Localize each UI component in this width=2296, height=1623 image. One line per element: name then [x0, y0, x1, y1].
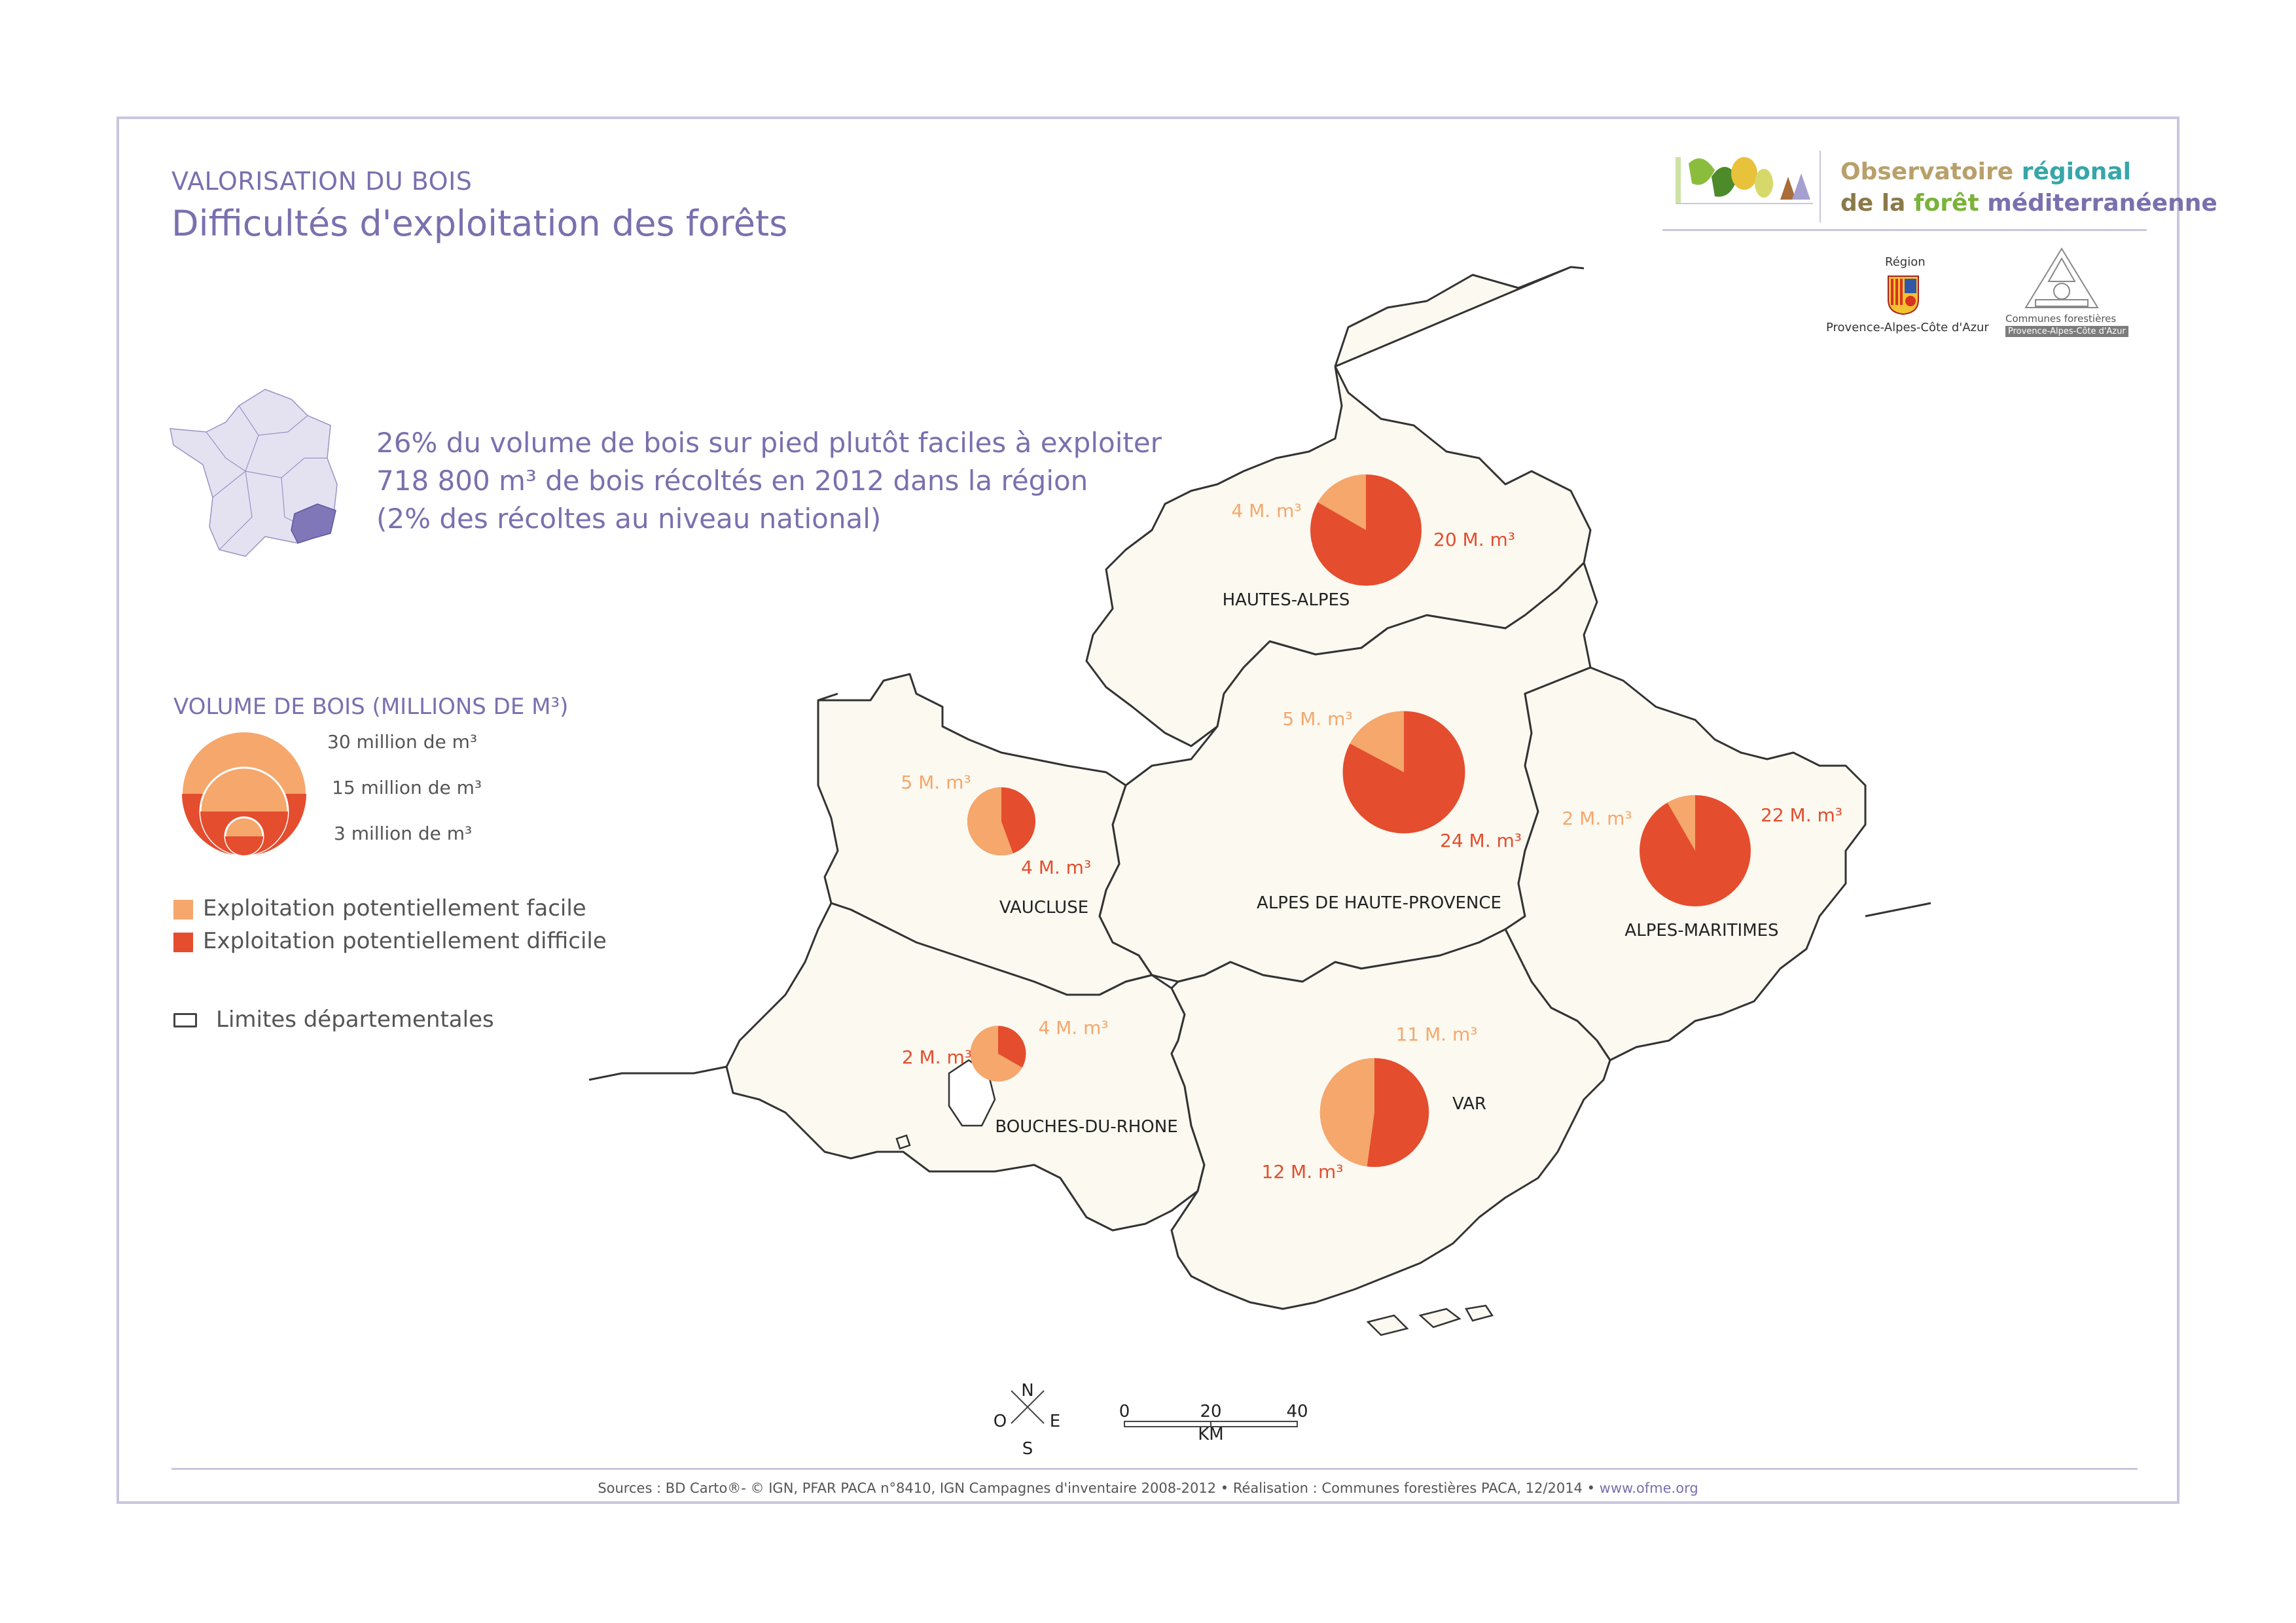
communes-forestieres-region: Provence-Alpes-Côte d'Azur: [2005, 326, 2128, 337]
france-locator-map: [170, 389, 338, 557]
dept-label-3: VAUCLUSE: [999, 898, 1088, 918]
footer-divider: [171, 1468, 2138, 1470]
scale-bar: [1124, 1421, 1298, 1427]
legend-hard-label: Exploitation potentiellement difficile: [203, 928, 607, 954]
pie-easy-3: [967, 787, 1013, 856]
legend-hard-swatch: [173, 933, 193, 952]
region-name: Provence-Alpes-Côte d'Azur: [1826, 321, 1989, 334]
sources-text: Sources : BD Carto®- © IGN, PFAR PACA n°…: [598, 1480, 1600, 1496]
pie-easy-label-3: 5 M. m³: [901, 772, 971, 793]
intro-line-1: 26% du volume de bois sur pied plutôt fa…: [376, 427, 1162, 459]
map-subtitle: VALORISATION DU BOIS: [171, 167, 473, 196]
map-title: Difficultés d'exploitation des forêts: [171, 203, 788, 244]
pie-easy-label-4: 4 M. m³: [1038, 1017, 1108, 1039]
pie-easy-label-2: 2 M. m³: [1562, 808, 1632, 829]
legend-easy-label: Exploitation potentiellement facile: [203, 895, 586, 921]
pie-hard-label-2: 22 M. m³: [1761, 804, 1842, 826]
legend-size-3: 3 million de m³: [334, 823, 473, 844]
page-frame: [117, 116, 2179, 1504]
pie-easy-label-5: 11 M. m³: [1396, 1024, 1478, 1045]
scale-unit: KM: [1198, 1425, 1223, 1444]
region-shield-icon: [1888, 276, 1919, 315]
compass-e: E: [1050, 1412, 1060, 1431]
pie-hard-label-3: 4 M. m³: [1021, 857, 1091, 878]
legend-size-30: 30 million de m³: [327, 731, 478, 753]
intro-line-2: 718 800 m³ de bois récoltés en 2012 dans…: [376, 465, 1088, 497]
dept-label-0: HAUTES-ALPES: [1223, 590, 1350, 610]
ofme-logo-icon: [1676, 151, 1821, 223]
pie-easy-4: [970, 1026, 1022, 1082]
pie-easy-1: [1350, 711, 1404, 772]
pie-hard-label-0: 20 M. m³: [1433, 529, 1515, 550]
legend-easy-swatch: [173, 900, 193, 919]
pie-easy-0: [1318, 474, 1366, 530]
sources-url-link[interactable]: www.ofme.org: [1599, 1480, 1698, 1496]
pie-hard-label-4: 2 M. m³: [902, 1046, 972, 1068]
pie-easy-5: [1319, 1058, 1374, 1167]
intro-text: 26% du volume de bois sur pied plutôt fa…: [376, 424, 1162, 538]
pie-easy-2: [1667, 795, 1695, 851]
legend-limits-label: Limites départementales: [216, 1007, 494, 1033]
pie-layer: 4 M. m³ 20 M. m³ HAUTES-ALPES 5 M. m³ 24 M. …: [901, 474, 1842, 1183]
pie-easy-label-0: 4 M. m³: [1231, 500, 1301, 522]
pie-hard-label-1: 24 M. m³: [1440, 830, 1522, 851]
pie-hard-label-5: 12 M. m³: [1262, 1161, 1344, 1183]
ofme-name-line1: Observatoire régional: [1840, 158, 2131, 185]
scale-tick-0: 0: [1119, 1402, 1130, 1421]
legend-size-15: 15 million de m³: [332, 777, 482, 798]
legend-limits-swatch: [173, 1013, 197, 1027]
compass-s: S: [1022, 1439, 1033, 1459]
dept-label-4: BOUCHES-DU-RHONE: [995, 1117, 1177, 1137]
legend-size-circles: [181, 732, 307, 857]
pie-easy-label-1: 5 M. m³: [1282, 708, 1352, 730]
compass-n: N: [1021, 1381, 1033, 1400]
ofme-name-line2: de la forêt méditerranéenne: [1840, 190, 2217, 217]
sources-footer: Sources : BD Carto®- © IGN, PFAR PACA n°…: [0, 1480, 2296, 1496]
region-label: Région: [1885, 255, 1926, 269]
compass-rose-icon: [1011, 1390, 1045, 1424]
communes-forestieres-name: Communes forestières: [2005, 313, 2117, 325]
intro-line-3: (2% des récoltes au niveau national): [376, 503, 882, 535]
dept-label-1: ALPES DE HAUTE-PROVENCE: [1257, 893, 1501, 913]
legend-title: VOLUME DE BOIS (MILLIONS DE M³): [173, 694, 569, 720]
dept-label-2: ALPES-MARITIMES: [1624, 921, 1778, 940]
communes-forestieres-logo-icon: [2024, 247, 2099, 308]
scale-tick-40: 40: [1286, 1402, 1308, 1421]
dept-label-5: VAR: [1452, 1094, 1486, 1114]
compass-o: O: [994, 1412, 1007, 1431]
header-divider: [1662, 229, 2147, 231]
scale-tick-20: 20: [1200, 1402, 1221, 1421]
